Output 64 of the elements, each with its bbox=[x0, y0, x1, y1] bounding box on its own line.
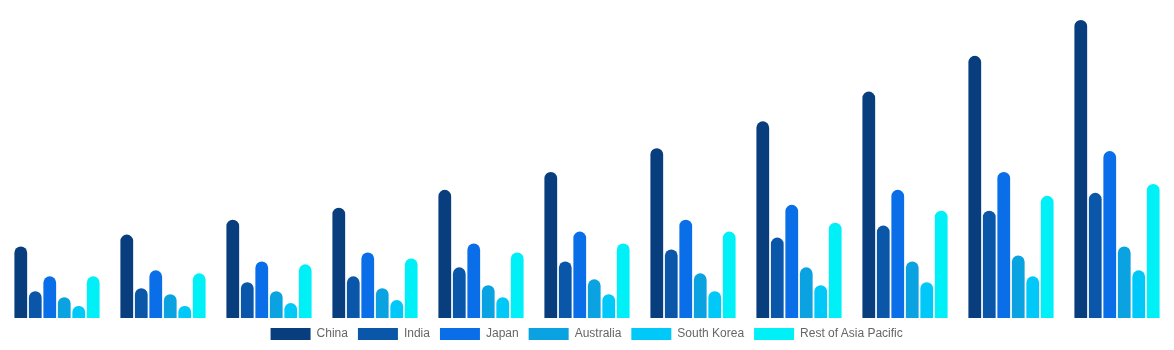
legend-label: Rest of Asia Pacific bbox=[800, 326, 903, 341]
bar bbox=[510, 252, 524, 318]
bar bbox=[43, 276, 57, 318]
bar bbox=[968, 55, 982, 318]
bar bbox=[1074, 20, 1088, 318]
legend-label: India bbox=[403, 326, 431, 341]
bar bbox=[920, 282, 934, 318]
bar bbox=[1088, 192, 1102, 318]
bar bbox=[1011, 255, 1025, 318]
bar bbox=[255, 261, 269, 318]
bar bbox=[346, 276, 360, 318]
bar bbox=[982, 210, 996, 318]
bar bbox=[226, 219, 240, 318]
legend-label: China bbox=[316, 326, 349, 341]
bar bbox=[616, 243, 630, 318]
legend-label: South Korea bbox=[677, 326, 745, 341]
bar bbox=[361, 252, 375, 318]
bar bbox=[891, 189, 905, 318]
bar bbox=[375, 288, 389, 318]
bar bbox=[404, 258, 418, 318]
bar bbox=[785, 204, 799, 318]
bar bbox=[650, 148, 664, 318]
bar bbox=[1103, 151, 1117, 318]
bar bbox=[544, 171, 558, 318]
bar bbox=[905, 261, 919, 318]
bar bbox=[120, 234, 134, 318]
bar bbox=[467, 243, 481, 318]
bar bbox=[240, 282, 254, 318]
bar bbox=[558, 261, 572, 318]
bar bbox=[693, 273, 707, 318]
bar bbox=[876, 225, 890, 318]
bar bbox=[481, 285, 495, 318]
bar bbox=[1026, 276, 1040, 318]
bar bbox=[756, 121, 770, 318]
bar bbox=[679, 219, 693, 318]
bar bbox=[134, 288, 148, 318]
bar bbox=[14, 246, 28, 318]
bar bbox=[664, 249, 678, 318]
bar bbox=[828, 222, 842, 318]
bar bbox=[587, 279, 601, 318]
bar bbox=[722, 231, 736, 318]
legend-label: Japan bbox=[485, 326, 519, 341]
bar bbox=[708, 291, 722, 318]
bar bbox=[1146, 183, 1160, 318]
legend-label: Australia bbox=[574, 326, 622, 341]
bar bbox=[269, 291, 283, 318]
bar bbox=[452, 267, 466, 318]
bar bbox=[438, 189, 452, 318]
bar bbox=[814, 285, 828, 318]
bar bbox=[192, 273, 206, 318]
bar bbox=[149, 270, 163, 318]
bar bbox=[1132, 270, 1146, 318]
bar bbox=[298, 264, 312, 318]
bar bbox=[1040, 195, 1054, 318]
bar bbox=[1117, 246, 1131, 318]
bar bbox=[28, 291, 42, 318]
bar bbox=[862, 91, 876, 318]
bar bbox=[997, 171, 1011, 318]
bar bbox=[86, 276, 100, 318]
bar bbox=[332, 207, 346, 318]
bar bbox=[573, 231, 587, 318]
bar bbox=[934, 210, 948, 318]
bar bbox=[770, 237, 784, 318]
bar bbox=[799, 267, 813, 318]
